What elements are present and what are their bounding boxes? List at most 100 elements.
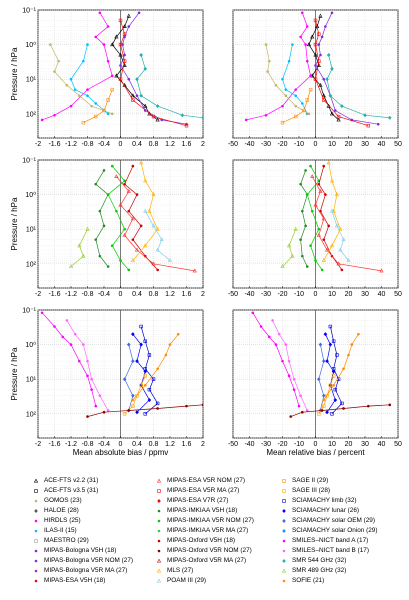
x-tick-label: -30	[261, 441, 271, 448]
chart-grid: -2 -1.6 -1.2 -0.8 -0.4 0 0.4 0.8 1.2 1.6 2 10⁻¹ 10⁰ 1…	[10, 8, 402, 458]
data-point	[305, 409, 309, 412]
data-point	[139, 342, 143, 347]
data-point	[379, 268, 384, 273]
x-tick-label: -0.8	[81, 441, 93, 448]
data-point	[338, 247, 343, 252]
data-point	[334, 192, 340, 197]
data-point	[90, 104, 93, 108]
data-point	[330, 66, 334, 71]
y-tick-label: 10⁰	[25, 341, 36, 349]
y-tick-label: 10¹	[26, 227, 37, 234]
legend-marker	[282, 508, 286, 514]
data-point	[268, 59, 271, 63]
legend-marker	[282, 539, 286, 543]
data-point	[61, 335, 65, 339]
data-point	[131, 332, 135, 337]
data-point	[94, 114, 98, 119]
x-tick-label: 10	[328, 441, 336, 448]
data-point	[139, 160, 144, 165]
data-point	[118, 42, 123, 47]
data-point	[49, 43, 52, 46]
chart-canvas: -2 -1.6 -1.2 -0.8 -0.4 0 0.4 0.8 1.2 1.6 2 10⁻¹ 10⁰ 1…	[10, 8, 402, 458]
legend-marker-icon	[282, 499, 286, 503]
data-point	[350, 343, 354, 346]
data-point	[304, 43, 307, 46]
data-point	[321, 393, 326, 398]
data-point	[118, 77, 123, 81]
x-tick-label: 1.2	[165, 441, 175, 448]
y-tick-label: 10¹	[26, 377, 37, 384]
data-point	[110, 112, 114, 116]
x-tick-label: -1.2	[65, 441, 77, 448]
legend-label: SMILES–NICT band B (17)	[292, 547, 369, 554]
x-tick-label: 50	[394, 441, 402, 448]
legend-marker	[156, 568, 162, 573]
series-line	[70, 229, 88, 267]
series-group	[280, 160, 384, 273]
data-point	[40, 118, 44, 122]
x-tick-label: 2	[201, 141, 205, 148]
data-point	[98, 394, 102, 398]
data-point	[317, 182, 321, 186]
data-point	[86, 43, 89, 46]
legend-marker	[282, 579, 286, 583]
data-point	[305, 193, 309, 196]
series-line	[95, 170, 109, 267]
data-point	[110, 42, 115, 47]
data-point	[106, 59, 110, 63]
legend-marker-icon	[156, 568, 162, 573]
data-point	[322, 238, 326, 241]
series-line	[87, 404, 203, 417]
data-point	[123, 182, 126, 186]
legend-marker	[281, 568, 287, 573]
data-point	[342, 367, 345, 371]
x-tick-label: 50	[394, 291, 402, 298]
data-point	[305, 25, 309, 28]
x-tick-label: -10	[294, 141, 304, 148]
data-point	[86, 374, 89, 378]
data-point	[86, 359, 89, 363]
data-point	[118, 18, 123, 23]
data-point	[317, 412, 321, 416]
data-point	[274, 84, 278, 87]
data-point	[127, 77, 131, 81]
legend-label: MIPAS-Bologna V5H (18)	[44, 547, 117, 554]
series-line	[331, 210, 349, 261]
x-tick-label: 0	[314, 291, 318, 298]
data-point	[302, 108, 306, 113]
legend-marker	[156, 578, 162, 583]
data-point	[131, 398, 135, 402]
data-point	[301, 209, 304, 213]
data-point	[135, 193, 139, 196]
data-point	[134, 247, 140, 252]
series-group	[251, 311, 392, 418]
data-point	[135, 410, 139, 415]
data-point	[331, 339, 336, 343]
data-point	[340, 104, 344, 109]
x-tick-label: 0	[119, 441, 123, 448]
legend-marker-icon	[34, 569, 38, 573]
data-point	[131, 359, 135, 364]
legend-marker	[282, 499, 286, 503]
data-point	[325, 77, 329, 82]
legend-label: SCIAMACHY lunar (26)	[292, 507, 360, 514]
legend-marker-icon	[34, 529, 38, 533]
data-point	[304, 224, 307, 228]
data-point	[324, 247, 330, 252]
data-point	[139, 93, 143, 98]
data-point	[143, 208, 148, 213]
x-tick-label: 0.4	[132, 291, 142, 298]
data-point	[340, 268, 344, 272]
y-axis-label: Pressure / hPa	[10, 347, 19, 400]
legend-marker-icon	[34, 549, 38, 553]
data-point	[147, 353, 152, 357]
legend-label: SCIAMACHY solar OEM (29)	[292, 517, 375, 524]
data-point	[135, 94, 139, 98]
data-point	[334, 109, 337, 112]
data-point	[40, 311, 44, 315]
data-point	[106, 25, 110, 28]
legend-label: SMR 489 GHz (32)	[292, 567, 347, 574]
data-point	[310, 174, 315, 179]
data-point	[156, 407, 159, 410]
data-point	[287, 243, 292, 248]
